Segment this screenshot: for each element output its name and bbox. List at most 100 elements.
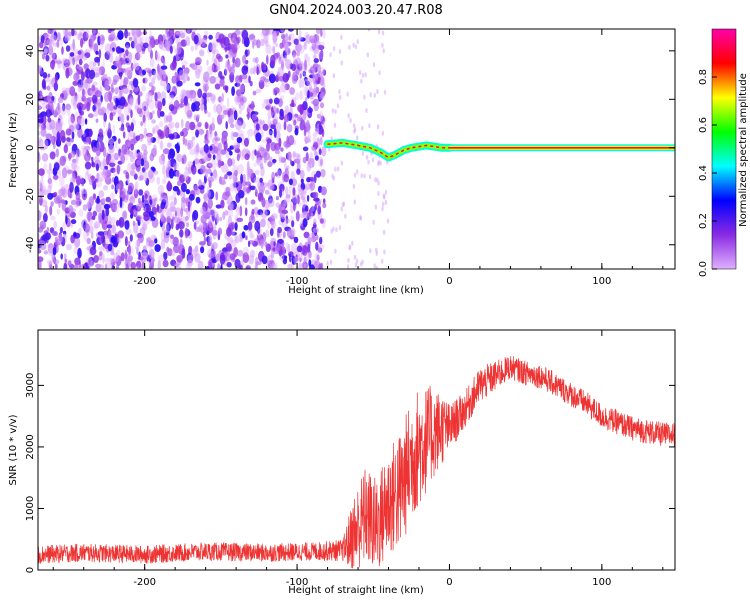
spectrogram-cell [301,77,305,88]
spectrogram-cell [255,132,262,142]
spectrogram-cell [219,217,223,222]
spectrogram-cell [48,44,54,56]
spectrogram-cell [221,114,225,120]
spectrogram-cell [219,254,226,265]
spectrogram-cell [72,57,75,66]
spectrogram-cell [70,95,77,106]
spectrogram-cell [70,150,76,158]
spectrogram-cell [127,102,131,107]
spectrogram-cell [116,164,120,175]
spectrogram-cell [57,102,60,111]
spectrogram-cell [52,174,59,180]
spectrogram-cell [202,151,207,162]
spectrogram-cell [298,61,304,68]
spectrogram-cell [255,88,262,94]
spectrogram-cell [281,209,289,215]
spectrogram-cell [217,149,222,159]
spectrogram-cell [181,248,186,259]
spectrogram-cell [46,226,50,233]
spectrogram-cell [277,168,282,177]
spectrogram-cell [184,166,188,172]
spectrogram-cell [157,101,163,111]
spectrogram-cell [346,264,350,269]
spectrogram-cell [280,83,287,93]
spectrogram-cell [199,206,206,215]
spectrogram-cell [200,165,206,174]
spectrogram-cell [195,142,200,154]
spectrogram-cell [38,226,44,233]
spectrogram-cell [103,185,108,191]
spectrogram-cell [129,155,135,163]
spectrogram-cell [45,54,50,62]
spectrogram-cell [199,49,205,57]
spectrogram-cell [63,59,71,68]
spectrogram-cell [212,242,218,250]
spectrogram-cell [208,253,215,259]
spectrogram-cell [242,173,246,183]
spectrogram-cell [197,88,203,99]
spectrogram-cell [51,103,55,115]
spectrogram-cell [383,89,387,95]
spectrogram-cell [378,70,381,76]
spectrogram-cell [247,128,254,137]
spectrogram-cell [47,192,54,200]
spectrogram-cell [128,150,134,157]
spectrogram-cell [233,144,240,149]
spectrogram-cell [222,194,225,200]
spectrogram-cell [311,231,316,239]
spectrogram-cell [260,131,265,138]
spectrogram-cell [381,130,385,136]
spectrogram-cell [320,158,323,167]
spectrogram-cell [91,215,96,220]
spectrogram-cell [220,199,225,209]
spectrogram-cell [124,105,130,117]
spectrogram-cell [63,233,66,239]
spectrogram-cell [116,249,121,256]
spectrogram-cell [65,243,72,251]
spectrogram-cell [183,96,188,106]
spectrogram-cell [107,103,110,111]
spectrogram-cell [189,92,193,102]
spectrogram-cell [72,38,75,50]
spectrogram-cell [88,69,96,80]
spectrogram-cell [158,154,166,166]
colorbar-ticks: 0.0 0.2 0.4 0.6 0.8 [698,69,717,277]
spectrogram-cell [303,256,307,264]
spectrogram-cell [157,259,161,269]
spectrogram-cell [143,160,150,170]
spectrogram-cell [86,237,91,245]
spectrogram-cell [157,254,165,262]
spectrogram-cell [250,199,256,205]
spectrogram-cell [208,130,214,138]
spectrogram-cell [172,45,176,51]
spectrogram-cell [129,196,136,204]
spectrogram-cell [188,193,195,201]
spectrogram-cell [65,215,68,225]
spectrogram-cell [168,133,175,139]
spectrogram-cell [104,257,110,263]
spectrogram-cell [194,68,202,76]
spectrogram-cell [278,56,282,61]
spectrogram-cell [81,177,85,187]
spectrogram-cell [43,213,48,223]
spectrogram-cell [239,259,245,266]
spectrogram-cell [239,237,243,243]
spectrogram-cell [262,123,269,131]
spectrogram-cell [217,263,221,269]
spectrogram-cell [86,96,94,103]
spectrogram-cell [56,39,60,48]
spectrogram-cell [159,212,165,222]
spectrogram-cell [366,52,369,58]
spectrogram-cell [320,186,327,196]
spectrogram-cell [238,109,242,115]
spectrogram-cell [316,200,321,207]
y-tick-label: 0 [25,145,36,151]
spectrogram-cell [258,195,264,201]
spectrogram-cell [274,149,280,155]
spectrogram-cell [132,78,139,88]
spectrogram-cell [95,163,99,172]
spectrogram-cell [93,109,99,117]
spectrogram-cell [308,209,312,217]
spectrogram-cell [172,76,178,84]
spectrogram-cell [247,221,253,231]
